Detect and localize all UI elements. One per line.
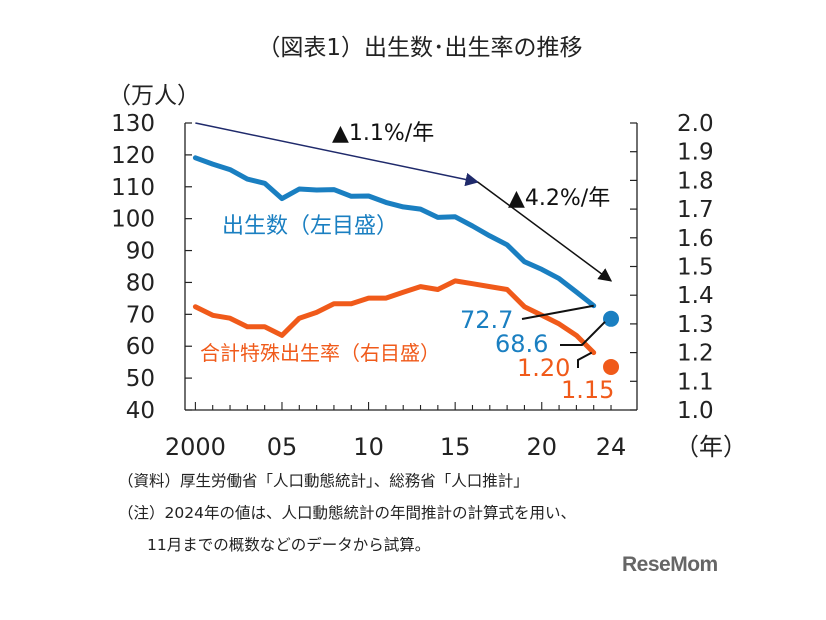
left-tick-label: 90 [126,239,155,265]
axes: 130 120 110 100 90 80 70 60 50 40 2.0 1.91.8 1.7 1.6 1… [111,111,713,461]
trend-arrow [477,181,613,282]
logo-text: ReseMom [622,553,718,576]
source-note: （資料）厚生労働省「人口動態統計」、総務省「人口推計」 [118,472,529,490]
x-tick-label: 10 [353,433,384,461]
births-2024-point [603,310,620,327]
births-line [192,155,597,309]
right-tick-label: 1.4 [677,283,714,309]
left-tick-label: 80 [126,270,155,296]
fertility-2024-point [603,358,620,375]
x-tick-label: 2000 [165,433,226,461]
footnote-line-2: 11月までの概数などのデータから試算。 [147,536,431,554]
right-tick-label: 1.2 [677,341,714,367]
right-tick-label: 1.0 [677,398,714,424]
chart-title: （図表1）出生数･出生率の推移 [257,35,582,61]
x-tick-label: 15 [440,433,471,461]
left-tick-label: 40 [126,398,155,424]
footnote-line-1: （注）2024年の値は、人口動態統計の年間推計の計算式を用い、 [118,504,576,522]
trend-label: ▲1.1%/年 [332,121,434,146]
right-tick-label: 1.1 [677,369,714,395]
left-tick-label: 50 [126,366,155,392]
value-label-2023: 1.20 [517,354,570,382]
left-axis-unit: （万人） [108,83,200,109]
value-leader-line [560,321,606,346]
annotations: ▲1.1%/年 ▲4.2%/年 [195,121,613,282]
x-tick-label: 20 [526,433,557,461]
value-leader-line [521,304,594,320]
right-tick-label: 1.6 [677,226,714,252]
value-label-2024: 1.15 [561,376,614,404]
trend-arrow [195,122,479,187]
x-tick-label: 05 [267,433,298,461]
x-tick-label: 24 [596,433,627,461]
series-name-label: 出生数（左目盛） [222,214,398,239]
right-tick-label: 2.0 [677,111,714,137]
left-tick-label: 60 [126,334,155,360]
left-tick-label: 110 [111,175,155,201]
left-tick-label: 100 [111,207,155,233]
fertility-rate-line [192,278,597,356]
left-tick-label: 130 [111,111,155,137]
value-leader-line [577,351,593,368]
x-axis-unit: （年） [675,433,747,461]
value-label-2023: 72.7 [460,306,513,334]
left-tick-label: 70 [126,302,155,328]
right-tick-label: 1.8 [677,168,714,194]
right-tick-label: 1.3 [677,312,714,338]
chart: （図表1）出生数･出生率の推移 （万人） （年） 130 120 110 100 90 8… [108,35,747,461]
value-label-2024: 68.6 [495,330,548,358]
left-tick-label: 120 [111,143,155,169]
trend-label: ▲4.2%/年 [508,186,610,211]
right-tick-label: 1.9 [677,140,714,166]
series-layer [192,155,620,375]
series-labels: 出生数（左目盛） 72.768.6 合計特殊出生率（右目盛） 1.201.15 [200,214,614,404]
resemom-logo: ReseMom [622,553,718,577]
right-tick-label: 1.7 [677,197,714,223]
right-tick-label: 1.5 [677,255,714,281]
series-name-label: 合計特殊出生率（右目盛） [200,341,440,365]
